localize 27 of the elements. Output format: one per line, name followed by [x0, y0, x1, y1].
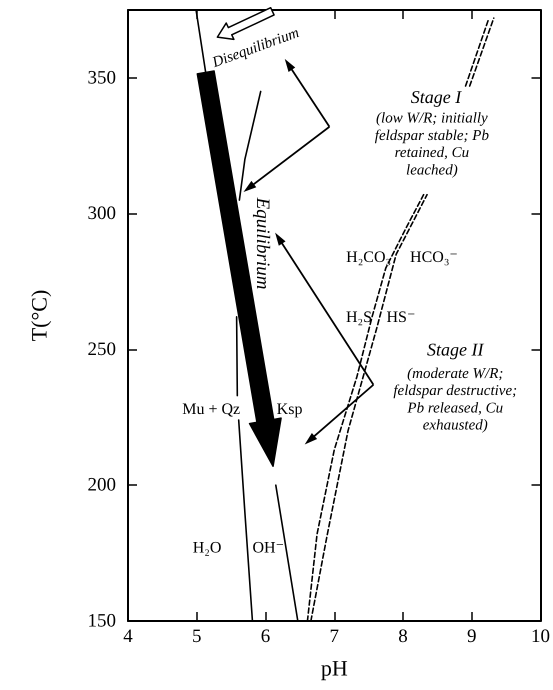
- annotation: HCO₃⁻: [410, 248, 458, 266]
- annotation: H₂CO₃: [346, 248, 392, 266]
- x-tick-label: 5: [192, 626, 202, 647]
- annotation: HS⁻: [386, 308, 416, 326]
- x-tick-label: 6: [260, 626, 270, 647]
- annotation: Ksp: [276, 400, 302, 418]
- x-tick-label: 9: [467, 626, 476, 647]
- y-tick-label: 200: [88, 474, 116, 496]
- annotation: Mu + Qz: [182, 400, 240, 418]
- annotation: OH⁻: [252, 539, 284, 556]
- annotation: H₂S: [346, 308, 372, 326]
- annotation: (low W/R; initially feldspar stable; Pb retained, Cu leached): [374, 110, 490, 178]
- y-tick-label: 150: [88, 610, 116, 632]
- x-tick-label: 4: [123, 626, 134, 647]
- annotation: H₂O: [192, 539, 222, 556]
- y-axis-title: T(°C): [26, 290, 52, 342]
- annotation: Stage I: [410, 86, 462, 107]
- x-tick-label: 10: [531, 626, 550, 647]
- x-axis-title: pH: [320, 656, 348, 680]
- annotation: (moderate W/R; feldspar destructive; Pb released, Cu exhausted): [393, 366, 518, 434]
- y-tick-label: 350: [88, 67, 116, 88]
- annotation: Equilibrium: [252, 196, 274, 290]
- annotation: Stage II: [427, 339, 484, 360]
- x-tick-label: 7: [330, 626, 339, 647]
- x-tick-label: 8: [398, 626, 408, 647]
- y-tick-label: 250: [88, 338, 116, 360]
- y-tick-label: 300: [88, 203, 116, 224]
